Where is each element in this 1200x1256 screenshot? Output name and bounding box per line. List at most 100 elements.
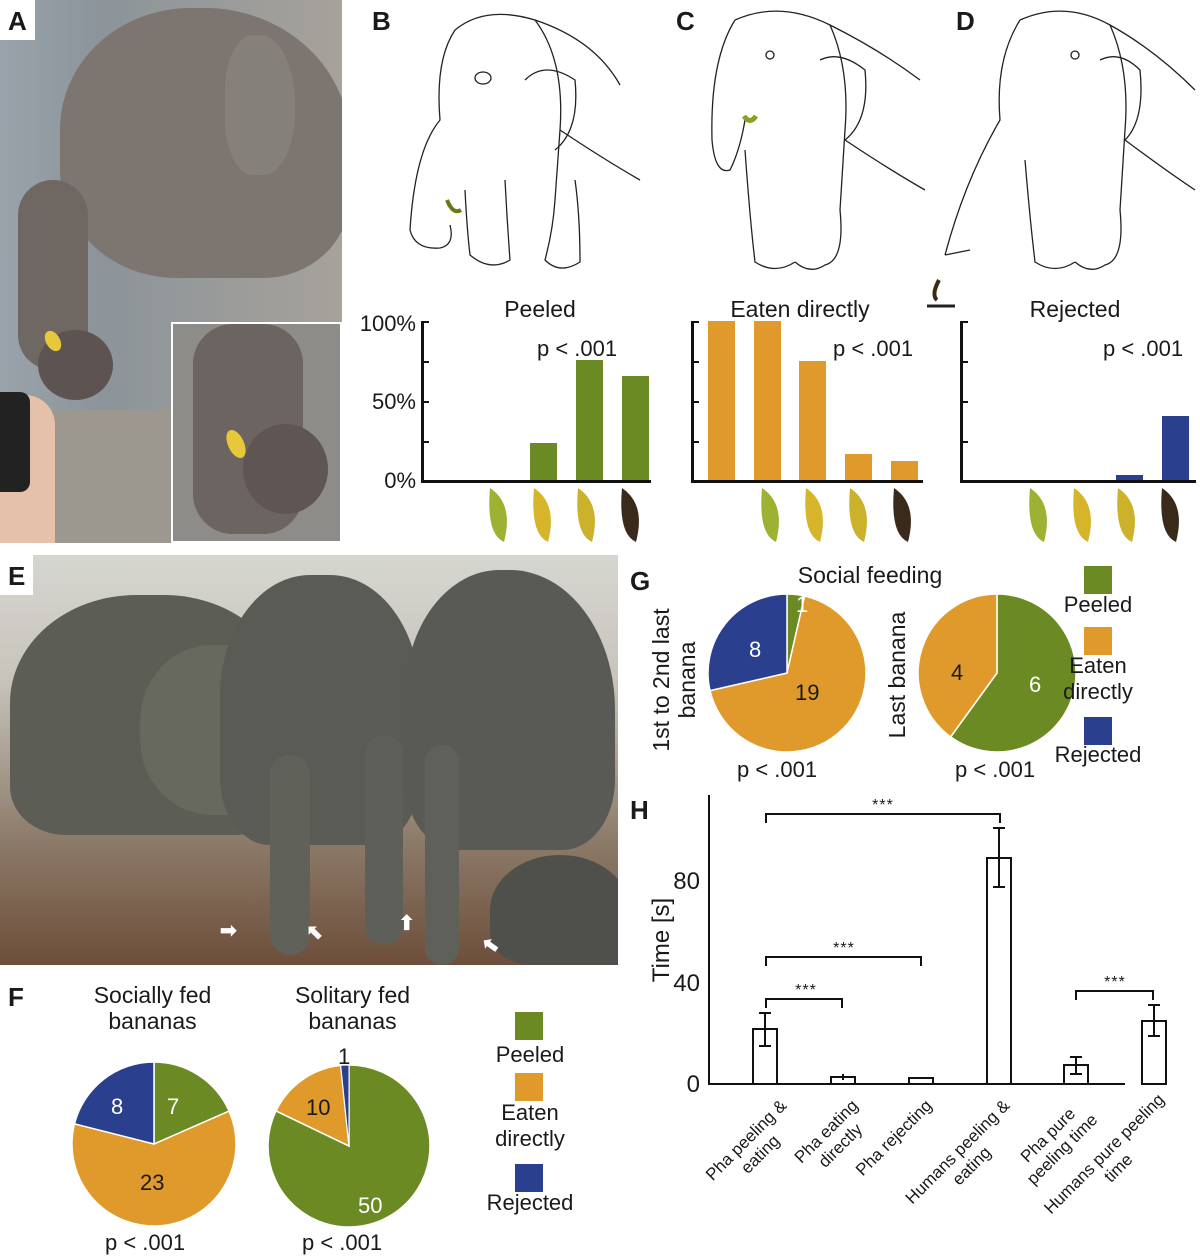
- significance-bracket: [765, 956, 922, 966]
- pie-f1-label-rejected: 8: [111, 1094, 124, 1119]
- chart-h-y-tick-0: 0: [686, 1071, 700, 1098]
- pie-chart-1st-to-2nd-last: [707, 593, 867, 753]
- panel-letter-h: H: [624, 795, 655, 825]
- pie-f1-label-eaten: 23: [140, 1170, 165, 1195]
- chart-b-bar-4: [576, 360, 603, 480]
- error-cap: [1148, 1035, 1160, 1037]
- tick: [691, 361, 699, 363]
- chart-c-bar-4: [845, 454, 872, 480]
- pie-f1-title-line1: Socially fed: [93, 982, 212, 1008]
- legend-swatch-rejected: [1084, 717, 1112, 745]
- pie-g1-p-value: p < .001: [737, 757, 818, 782]
- chart-h-bar-humans-peeling-eating: [986, 857, 1012, 1085]
- pie-g1-label-eaten: 19: [795, 680, 820, 705]
- arrow: ➡: [220, 920, 237, 942]
- rock: [490, 855, 618, 965]
- pie-chart-socially-fed: [71, 1061, 237, 1227]
- legend-swatch-eaten: [1084, 627, 1112, 655]
- pie-g1-side-label-line1: 1st to 2nd last: [648, 608, 674, 752]
- error-bar: [1153, 1004, 1155, 1036]
- chart-b-x-axis: [421, 480, 651, 483]
- legend-swatch-peeled: [1084, 566, 1112, 594]
- error-bar: [842, 1074, 844, 1080]
- legend-swatch-rejected: [515, 1164, 543, 1192]
- pie-f2-p-value: p < .001: [302, 1230, 383, 1255]
- banana-icons-b: [489, 488, 639, 542]
- trunk: [365, 735, 403, 945]
- legend-label-eaten-2: directly: [495, 1126, 565, 1151]
- chart-h-x-label-1: Pha peeling & eating: [702, 1096, 791, 1185]
- chart-d-x-axis: [960, 480, 1196, 483]
- tick: [421, 441, 429, 443]
- tick: [960, 441, 968, 443]
- chart-c-bar-1: [708, 321, 735, 480]
- panel-letter-c: C: [670, 6, 701, 36]
- pie-f2-label-peeled: 50: [358, 1193, 383, 1218]
- pie-g1-side-label-line2: banana: [674, 641, 701, 719]
- error-cap: [759, 1045, 771, 1047]
- legend-label-peeled: Peeled: [1063, 592, 1133, 617]
- y-tick-50: 50%: [371, 389, 416, 414]
- panel-letter-g: G: [624, 566, 657, 596]
- chart-b-bar-5: [622, 376, 649, 480]
- pie-f2-title-line1: Solitary fed: [294, 982, 411, 1008]
- elephant-head: [60, 8, 342, 278]
- elephant-illustration-rejected: [927, 10, 1196, 308]
- significance-bracket: [765, 813, 1001, 823]
- y-tick-0: 0%: [384, 468, 416, 493]
- legend-label-eaten-1: Eaten: [501, 1100, 559, 1125]
- legend-label-rejected: Rejected: [1054, 742, 1142, 767]
- error-cap: [1070, 1056, 1082, 1058]
- chart-c-bar-5: [891, 461, 918, 480]
- pie-g1-label-peeled: 1: [796, 592, 809, 617]
- chart-h-y-tick-80: 80: [673, 868, 700, 895]
- significance-stars: ***: [833, 940, 855, 957]
- tick: [691, 321, 699, 323]
- error-bar: [1075, 1056, 1077, 1074]
- panel-letter-a: A: [0, 0, 35, 40]
- chart-h-y-tick-40: 40: [673, 970, 700, 997]
- chart-h-y-axis: [708, 795, 710, 1085]
- chart-c-p-value: p < .001: [833, 336, 914, 361]
- panel-letter-e: E: [0, 555, 34, 595]
- arrow: ➡: [395, 914, 418, 931]
- significance-stars: ***: [872, 797, 894, 814]
- chart-b-title: Peeled: [504, 296, 576, 322]
- legend-label-peeled: Peeled: [495, 1042, 565, 1067]
- chart-c-x-axis: [691, 480, 923, 483]
- panel-e-photo: ➡ ➡ ➡ ➡ E: [0, 555, 618, 965]
- chart-b-p-value: p < .001: [537, 336, 618, 361]
- pie-chart-solitary-fed: [267, 1064, 431, 1228]
- pie-g2-side-label: Last banana: [884, 611, 910, 739]
- pie-f2-label-rejected: 1: [338, 1044, 351, 1069]
- legend-swatch-peeled: [515, 1012, 543, 1040]
- chart-d-title: Rejected: [1029, 296, 1121, 322]
- panel-letter-b: B: [366, 6, 397, 36]
- tick: [960, 321, 968, 323]
- chart-d-bar-5: [1162, 416, 1189, 480]
- error-cap: [993, 827, 1005, 829]
- pie-g-title: Social feeding: [797, 562, 943, 588]
- pie-g2-label-peeled: 6: [1029, 672, 1042, 697]
- error-bar: [998, 827, 1000, 887]
- trunk: [425, 745, 459, 965]
- elephant-illustration-peeled: [409, 13, 641, 269]
- error-bar: [764, 1012, 766, 1046]
- error-cap: [993, 886, 1005, 888]
- tick: [421, 321, 429, 323]
- error-cap: [1148, 1004, 1160, 1006]
- chart-c-title: Eaten directly: [730, 296, 870, 322]
- banana-icons-c: [761, 488, 911, 542]
- camera: [0, 392, 30, 492]
- significance-stars: ***: [1104, 974, 1126, 991]
- tick: [960, 401, 968, 403]
- pie-g2-p-value: p < .001: [955, 757, 1036, 782]
- panel-letter-f: F: [2, 982, 30, 1012]
- pie-f1-label-peeled: 7: [167, 1094, 180, 1119]
- trunk: [270, 755, 310, 955]
- panel-a-photo: A: [0, 0, 342, 543]
- legend-swatch-eaten: [515, 1073, 543, 1101]
- chart-c-bar-3: [799, 361, 826, 480]
- pie-f1-title-line2: bananas: [108, 1008, 197, 1034]
- panel-a-inset: [171, 322, 342, 543]
